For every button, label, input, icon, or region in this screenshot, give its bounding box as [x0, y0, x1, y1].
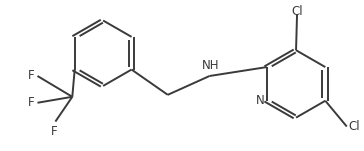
Text: F: F — [51, 125, 58, 138]
Text: F: F — [28, 69, 35, 82]
Text: N: N — [256, 94, 265, 107]
Text: F: F — [28, 96, 35, 109]
Text: Cl: Cl — [291, 5, 303, 18]
Text: NH: NH — [202, 59, 219, 72]
Text: Cl: Cl — [349, 120, 360, 133]
